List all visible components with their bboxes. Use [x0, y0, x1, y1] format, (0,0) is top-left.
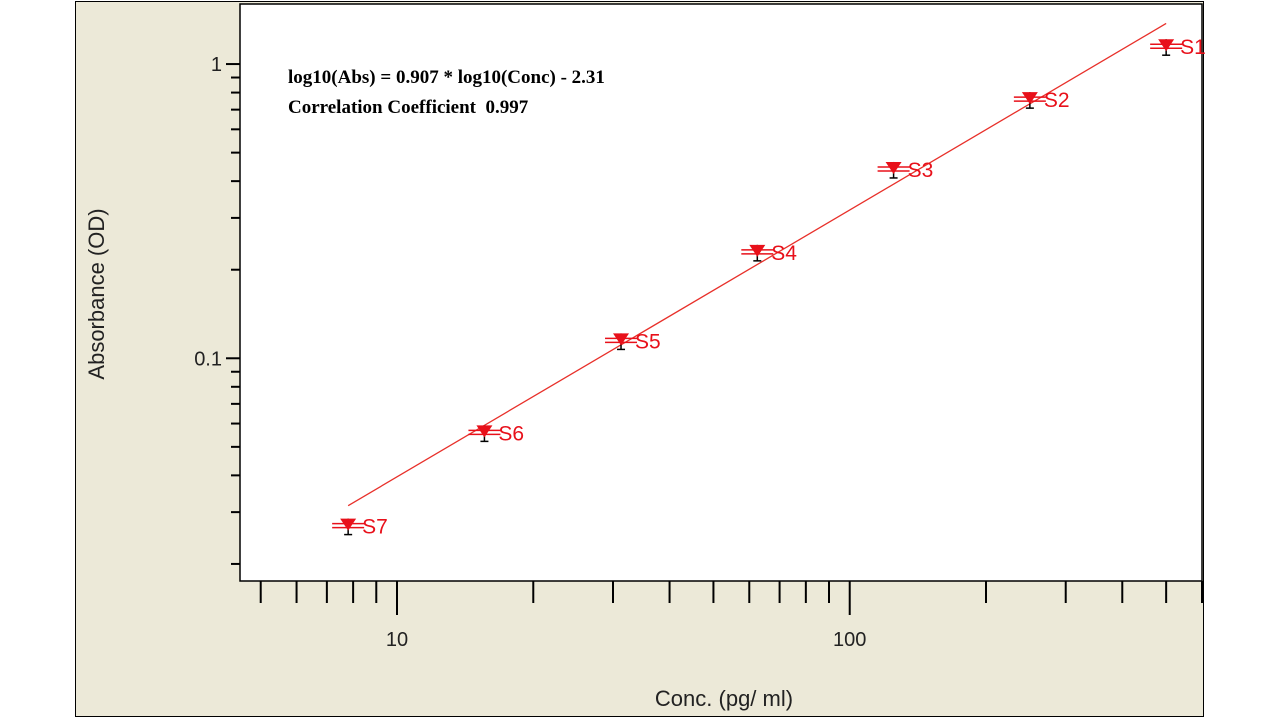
point-label: S2: [1044, 89, 1070, 112]
triangle-marker: [1021, 92, 1038, 105]
x-axis: 10 100: [259, 581, 1203, 651]
point-label: S3: [908, 159, 934, 182]
data-point: S5: [605, 330, 661, 353]
data-point: S2: [1013, 89, 1070, 112]
point-label: S1: [1180, 36, 1205, 59]
point-label: S7: [362, 516, 388, 539]
fit-equation: log10(Abs) = 0.907 * log10(Conc) - 2.31: [288, 67, 605, 88]
y-axis: 0.11: [194, 54, 240, 565]
data-point: S3: [877, 159, 934, 182]
triangle-marker: [340, 518, 357, 531]
plot-area: [239, 3, 1203, 582]
x-tick-label: 10: [386, 629, 408, 651]
triangle-marker: [613, 333, 630, 346]
point-label: S6: [498, 422, 524, 445]
triangle-marker: [885, 161, 902, 174]
y-tick-label: 1: [211, 54, 222, 76]
triangle-marker: [749, 244, 766, 257]
correlation-coefficient: Correlation Coefficient 0.997: [288, 97, 529, 118]
y-axis-title: Absorbance (OD): [84, 208, 109, 379]
data-point: S1: [1150, 36, 1205, 59]
point-label: S5: [635, 330, 661, 353]
data-point: S4: [741, 242, 797, 265]
chart-frame: 0.1 1 10 100 S1 S2 S3 S4 S5 S6 S7 Absorbance (OD…: [75, 1, 1205, 717]
triangle-marker: [1158, 39, 1175, 52]
x-axis-title: Conc. (pg/ ml): [655, 686, 793, 711]
point-label: S4: [771, 242, 797, 265]
x-tick-label: 100: [833, 629, 866, 651]
data-point: S6: [468, 422, 524, 445]
y-tick-label: 0.1: [194, 348, 222, 370]
data-point: S7: [332, 516, 388, 539]
triangle-marker: [476, 425, 493, 438]
points-layer: S1 S2 S3 S4 S5 S6 S7: [332, 36, 1205, 539]
